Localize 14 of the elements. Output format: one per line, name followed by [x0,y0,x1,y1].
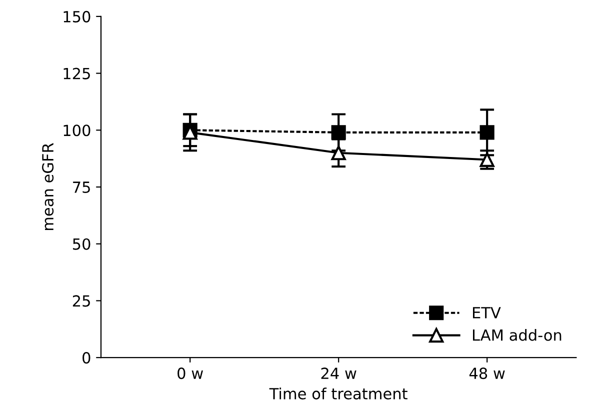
y-tick-label: 25 [72,295,90,307]
x-axis-title: Time of treatment [269,388,408,400]
legend-label: LAM add-on [472,329,562,341]
y-tick-label: 50 [72,238,90,250]
y-tick-label: 0 [82,352,90,364]
y-tick-label: 150 [64,10,90,22]
y-tick-label: 75 [73,182,90,194]
y-tick-label: 100 [64,124,90,136]
legend-label: ETV [472,307,501,318]
x-tick-label: 48 w [469,368,505,380]
y-tick-label: 125 [64,68,90,80]
y-axis-title: mean eGFR [42,143,54,230]
x-tick-label: 0 w [178,368,203,380]
x-tick-label: 24 w [321,368,356,379]
